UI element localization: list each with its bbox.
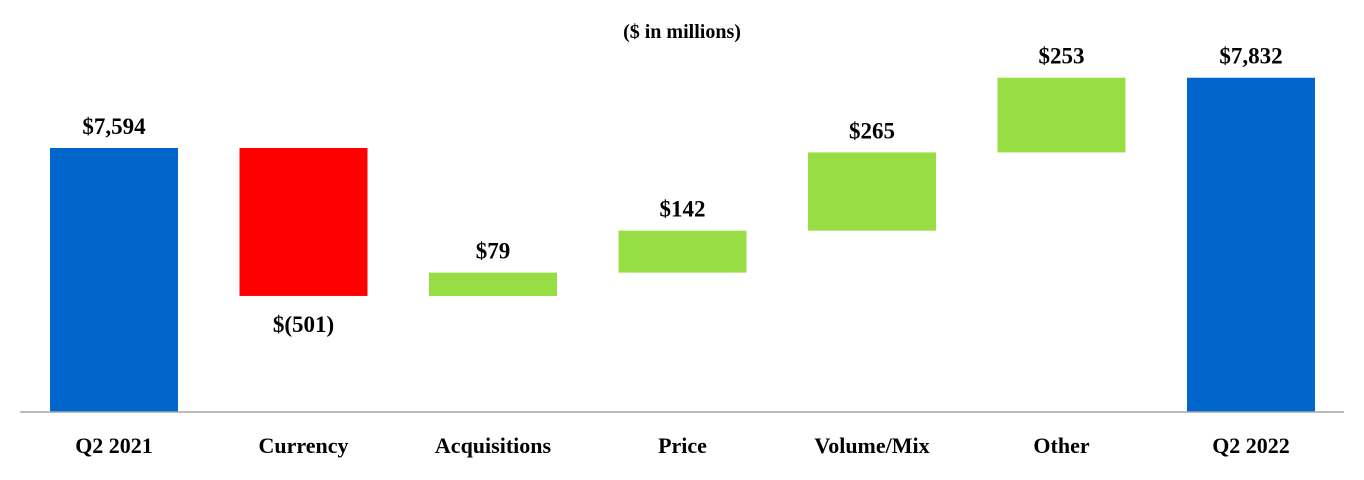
category-label-q2-2021: Q2 2021 <box>75 433 153 458</box>
bar-q2-2021 <box>50 148 178 412</box>
bars-group <box>50 77 1315 412</box>
category-label-price: Price <box>658 433 707 458</box>
category-label-volume-mix: Volume/Mix <box>814 433 929 458</box>
category-label-q2-2022: Q2 2022 <box>1212 433 1290 458</box>
category-label-currency: Currency <box>258 433 348 458</box>
bar-other <box>997 77 1126 153</box>
category-label-acquisitions: Acquisitions <box>435 433 552 458</box>
value-label-q2-2022: $7,832 <box>1219 44 1282 69</box>
bar-volume-mix <box>808 152 936 231</box>
value-label-volume-mix: $265 <box>849 118 895 143</box>
value-labels-group: $7,594 $(501) $79 $142 $265 $253 $7,832 <box>82 44 1282 337</box>
bar-price <box>618 230 747 273</box>
bar-acquisitions <box>429 272 557 296</box>
chart-subtitle: ($ in millions) <box>623 21 741 43</box>
value-label-other: $253 <box>1039 44 1085 69</box>
bar-q2-2022 <box>1187 77 1315 412</box>
value-label-currency: $(501) <box>273 312 334 337</box>
bar-currency <box>239 148 368 296</box>
value-label-acquisitions: $79 <box>476 239 511 264</box>
value-label-price: $142 <box>660 197 706 222</box>
category-labels-group: Q2 2021 Currency Acquisitions Price Volume/M… <box>75 433 1290 458</box>
category-label-other: Other <box>1033 433 1089 458</box>
value-label-q2-2021: $7,594 <box>82 114 146 139</box>
